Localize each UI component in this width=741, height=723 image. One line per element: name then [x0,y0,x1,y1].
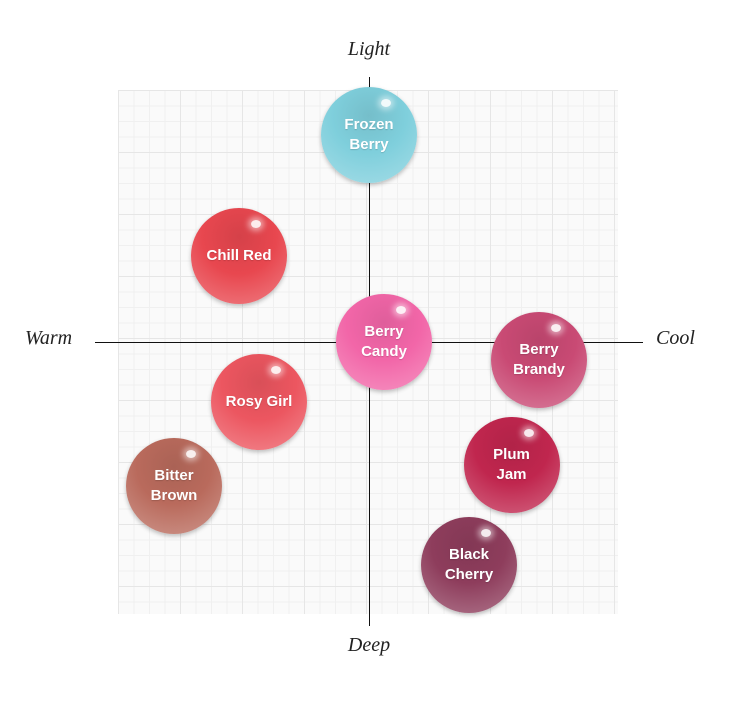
shade-label: Bitter Brown [150,467,198,505]
axis-label-warm: Warm [25,327,73,349]
highlight-icon [186,450,196,459]
shade-label: Berry Brandy [513,341,565,379]
shade-bubble-berry-brandy[interactable]: Berry Brandy [491,312,587,409]
shade-label: Rosy Girl [225,393,293,411]
axis-label-deep: Deep [347,634,391,656]
highlight-icon [551,324,561,333]
highlight-icon [251,219,261,228]
shade-bubble-rosy-girl[interactable]: Rosy Girl [211,354,307,451]
shade-label: Berry Candy [361,323,407,360]
shade-label: Frozen Berry [344,116,394,154]
shade-bubble-plum-jam[interactable]: Plum Jam [463,417,560,514]
highlight-icon [271,366,281,375]
shade-bubble-berry-candy[interactable]: Berry Candy [336,294,432,390]
highlight-icon [523,429,534,438]
highlight-icon [396,306,406,314]
axis-label-light: Light [347,38,391,60]
shade-bubble-frozen-berry[interactable]: Frozen Berry [321,87,417,184]
shade-label: Black Cherry [444,545,494,583]
axis-label-cool: Cool [656,327,695,349]
shade-bubble-black-cherry[interactable]: Black Cherry [421,516,517,613]
shade-label: Plum Jam [493,446,530,484]
shade-bubble-chill-red[interactable]: Chill Red [191,207,287,304]
shade-bubble-bitter-brown[interactable]: Bitter Brown [126,438,222,535]
highlight-icon [381,99,391,108]
highlight-icon [481,528,491,537]
shade-label: Chill Red [206,246,272,264]
